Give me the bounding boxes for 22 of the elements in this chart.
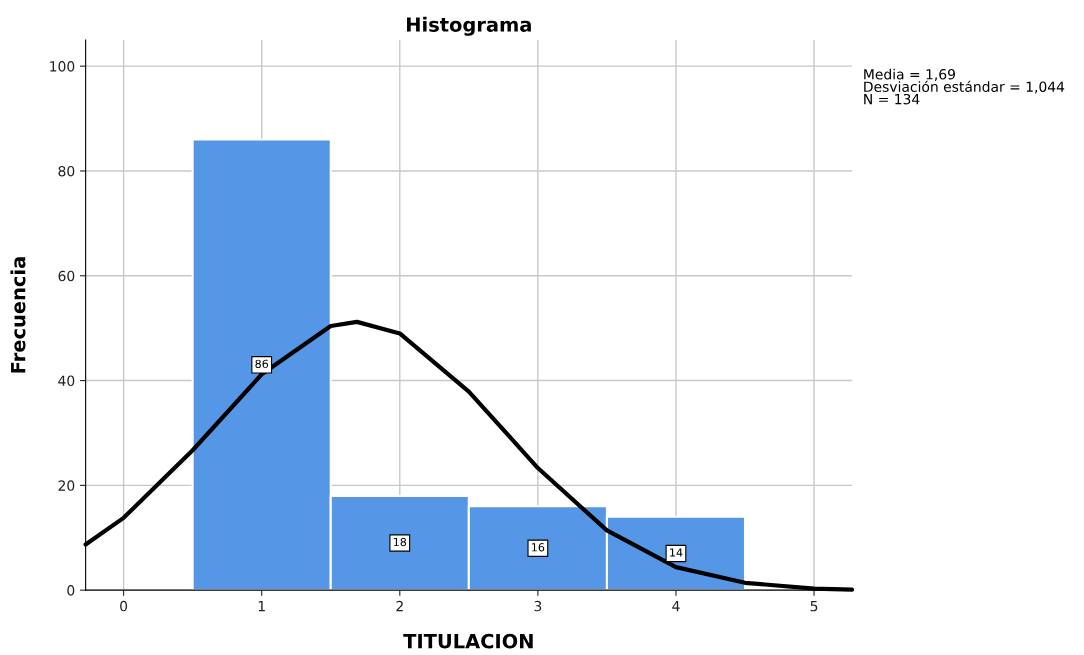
x-axis-title: TITULACION: [403, 633, 533, 649]
y-tick-label: 80: [58, 165, 75, 177]
text: Desviación estándar = 1,044: [864, 80, 1065, 94]
chart-title: Histograma: [407, 16, 531, 36]
text: N = 134: [864, 93, 920, 105]
data-label: 86: [255, 359, 269, 369]
y-tick-label: 100: [50, 61, 75, 72]
x-tick-label: 4: [672, 601, 680, 612]
data-label: 16: [532, 543, 545, 552]
data-label: 18: [393, 537, 407, 547]
x-tick-label: 3: [534, 600, 542, 612]
x-tick-label: 5: [810, 601, 818, 612]
x-tick-label: 0: [120, 600, 128, 612]
x-tick-label: 2: [396, 600, 403, 612]
y-tick-label: 0: [67, 585, 75, 596]
y-axis-title: Frecuencia: [10, 257, 26, 373]
x-tick-label: 1: [258, 601, 265, 612]
data-label: 14: [670, 548, 683, 557]
y-tick-label: 60: [58, 270, 75, 282]
y-tick-label: 20: [58, 480, 75, 491]
y-tick-label: 40: [58, 375, 75, 387]
text: Media = 1,69: [864, 68, 955, 81]
